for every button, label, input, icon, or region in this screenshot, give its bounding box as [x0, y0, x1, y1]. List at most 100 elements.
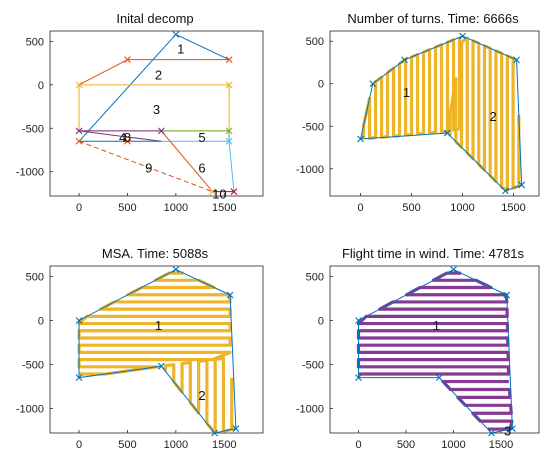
- region-label: 4: [119, 130, 126, 145]
- x-tick-label: 1500: [212, 202, 236, 214]
- region-label: 9: [145, 160, 152, 175]
- coverage-path: [361, 37, 462, 140]
- x-marker-stroke: [172, 266, 180, 273]
- x-marker: [355, 317, 362, 324]
- x-tick-label: 500: [118, 202, 136, 214]
- x-marker-stroke: [225, 81, 233, 89]
- x-marker: [124, 56, 131, 64]
- x-marker: [230, 188, 238, 196]
- y-tick-label: 0: [318, 79, 324, 91]
- region-outline: [78, 268, 237, 434]
- y-tick-label: -500: [22, 123, 44, 135]
- x-marker: [225, 137, 233, 145]
- coverage-path: [441, 379, 514, 431]
- x-marker-stroke: [75, 374, 83, 382]
- region-label: 1: [177, 41, 184, 56]
- x-tick-label: 1000: [164, 439, 188, 451]
- x-marker: [75, 137, 83, 145]
- x-marker-stroke: [518, 181, 526, 189]
- x-marker: [509, 425, 516, 432]
- region-label: 2: [198, 388, 205, 403]
- plot-area: 0 500 1000 1500 500 0 -500 -1000 1 3: [296, 266, 516, 451]
- x-marker-stroke: [75, 317, 83, 324]
- x-marker: [488, 429, 495, 437]
- region-label: 2: [155, 67, 162, 82]
- x-marker-stroke: [509, 425, 516, 432]
- x-marker: [357, 135, 364, 143]
- region-label: 1: [403, 85, 410, 100]
- series-line: [175, 34, 230, 61]
- x-marker: [225, 127, 233, 135]
- x-marker-stroke: [225, 56, 233, 64]
- region-label: 2: [490, 109, 497, 124]
- x-marker-stroke: [209, 188, 217, 196]
- x-marker-stroke: [225, 137, 233, 145]
- y-tick-label: 500: [26, 36, 44, 48]
- x-marker-stroke: [225, 127, 233, 135]
- x-marker: [401, 56, 408, 64]
- panel-msa: MSA. Time: 5088s 0 500 1000 1500 500 0 -500 -10…: [16, 246, 264, 451]
- region-label: 10: [212, 186, 226, 201]
- x-marker: [75, 127, 83, 135]
- x-marker-stroke: [172, 31, 180, 38]
- axes-box: [329, 265, 540, 434]
- y-tick-label: -500: [302, 121, 324, 133]
- x-tick-label: 500: [402, 202, 420, 214]
- x-marker-stroke: [157, 362, 165, 370]
- plot-area: 0 500 1000 1500 500 0 -500 -1000 12 3 48 5 6 9 10: [16, 31, 238, 214]
- x-marker-stroke: [369, 80, 377, 88]
- x-tick-label: 500: [118, 439, 136, 451]
- plot-area: 0 500 1000 1500 500 0 -500 -1000 1 2: [296, 32, 526, 214]
- x-marker-stroke: [211, 429, 218, 437]
- region-label: 6: [198, 160, 205, 175]
- x-tick-label: 1500: [212, 439, 236, 451]
- x-marker: [157, 362, 165, 370]
- x-tick-label: 0: [355, 439, 361, 451]
- x-marker: [450, 266, 457, 273]
- y-tick-label: -500: [22, 359, 44, 371]
- panel-title: MSA. Time: 5088s: [102, 246, 209, 261]
- region-label: 3: [153, 102, 160, 117]
- axes-box: [49, 265, 264, 434]
- x-tick-label: 0: [76, 202, 82, 214]
- coverage-path: [356, 271, 511, 376]
- x-marker: [232, 425, 240, 432]
- x-marker-stroke: [75, 81, 83, 89]
- y-tick-label: -1000: [16, 403, 44, 415]
- x-marker-stroke: [75, 127, 83, 135]
- y-tick-label: -1000: [296, 403, 324, 415]
- panel-initial-decomp: Inital decomp 0 500 1000 1500 500 0 -500 -1000 1…: [16, 11, 264, 214]
- x-marker-stroke: [501, 187, 509, 195]
- y-tick-label: 500: [26, 272, 44, 284]
- x-marker: [369, 80, 377, 88]
- coverage-path: [77, 271, 232, 376]
- x-marker: [355, 374, 362, 382]
- x-marker-stroke: [459, 32, 466, 40]
- panel-title: Flight time in wind. Time: 4781s: [342, 246, 525, 261]
- series-line: [160, 130, 214, 192]
- x-marker: [172, 31, 180, 38]
- x-marker-stroke: [226, 291, 234, 299]
- x-tick-label: 1500: [489, 439, 513, 451]
- x-marker: [75, 374, 83, 382]
- x-tick-label: 0: [76, 439, 82, 451]
- x-marker-stroke: [124, 137, 131, 145]
- x-marker: [459, 32, 466, 40]
- x-marker-stroke: [124, 56, 131, 64]
- x-tick-label: 1000: [441, 439, 465, 451]
- axes-box: [329, 30, 540, 197]
- x-marker: [443, 129, 451, 137]
- x-marker-stroke: [435, 374, 443, 382]
- x-marker-stroke: [157, 127, 165, 135]
- x-marker: [211, 429, 218, 437]
- x-marker: [435, 374, 443, 382]
- x-marker-stroke: [450, 266, 457, 273]
- y-tick-label: -500: [302, 359, 324, 371]
- y-tick-label: 0: [38, 315, 44, 327]
- x-marker: [157, 127, 165, 135]
- x-marker: [75, 317, 83, 324]
- plot-area: 0 500 1000 1500 500 0 -500 -1000 1 2: [16, 266, 240, 451]
- axes-box: [49, 30, 264, 197]
- region-label: 5: [198, 130, 205, 145]
